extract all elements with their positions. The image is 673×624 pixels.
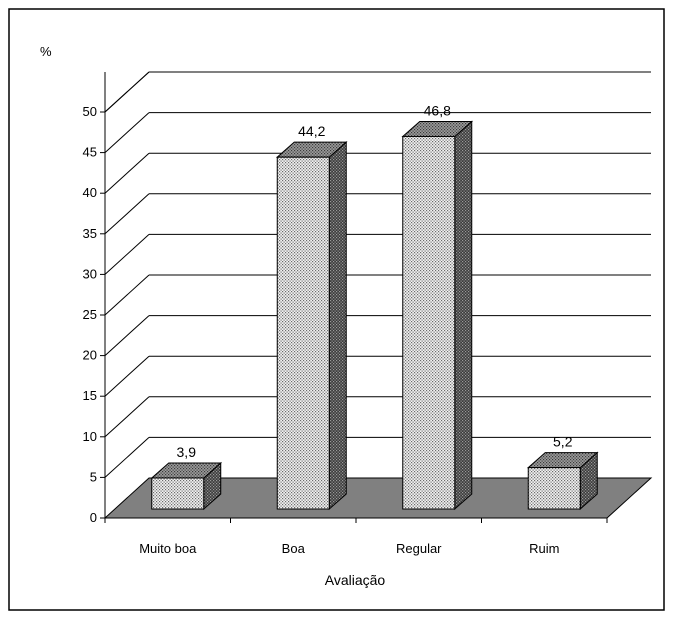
bar-value-label: 44,2 [298, 123, 325, 139]
bar-value-label: 5,2 [553, 434, 573, 450]
bar-face [402, 135, 456, 510]
grid-layer [104, 71, 651, 478]
y-tick-layer: 0 5 10 15 20 25 30 35 40 45 50 [83, 104, 105, 525]
y-tick-label: 5 [90, 469, 97, 484]
y-axis-label: % [40, 44, 52, 59]
bar-3: 5,2 [526, 434, 599, 511]
gridline-diagonal [104, 71, 150, 113]
x-axis-label: Avaliação [325, 572, 386, 588]
gridline-diagonal [104, 152, 150, 194]
y-tick-label: 0 [90, 510, 97, 525]
bar-0: 3,9 [150, 444, 223, 511]
bar-2: 46,8 [401, 102, 474, 511]
y-tick-label: 20 [83, 348, 97, 363]
gridline-diagonal [104, 437, 150, 478]
bar-face [527, 467, 581, 510]
gridline-diagonal [104, 355, 150, 397]
x-tick-label: Regular [396, 541, 442, 556]
bar-1: 44,2 [275, 123, 348, 511]
chart-border [8, 8, 665, 611]
bar-side [454, 120, 473, 511]
x-tick-label: Muito boa [139, 541, 197, 556]
bar-value-label: 46,8 [424, 102, 451, 118]
y-tick-label: 50 [83, 104, 97, 119]
y-tick-label: 40 [83, 185, 97, 200]
gridline-diagonal [104, 396, 150, 438]
bar-face [276, 156, 330, 510]
bar-layer: 3,9 44,2 46,8 5,2 [150, 102, 599, 511]
x-tick-label: Boa [282, 541, 306, 556]
gridline-diagonal [104, 234, 150, 275]
bar-side [328, 141, 347, 511]
gridline-diagonal [104, 274, 150, 316]
gridline-diagonal [104, 193, 150, 235]
x-tick-label: Ruim [529, 541, 559, 556]
y-tick-label: 35 [83, 226, 97, 241]
y-tick-label: 10 [83, 429, 97, 444]
bar-face [151, 477, 205, 510]
x-tick-layer: Muito boa Boa Regular Ruim [104, 518, 608, 556]
gridline-diagonal [104, 112, 150, 153]
y-tick-label: 45 [83, 145, 97, 160]
y-tick-label: 15 [83, 388, 97, 403]
gridline-diagonal [104, 315, 150, 356]
bar-value-label: 3,9 [177, 444, 197, 460]
y-tick-label: 25 [83, 307, 97, 322]
y-tick-label: 30 [83, 266, 97, 281]
